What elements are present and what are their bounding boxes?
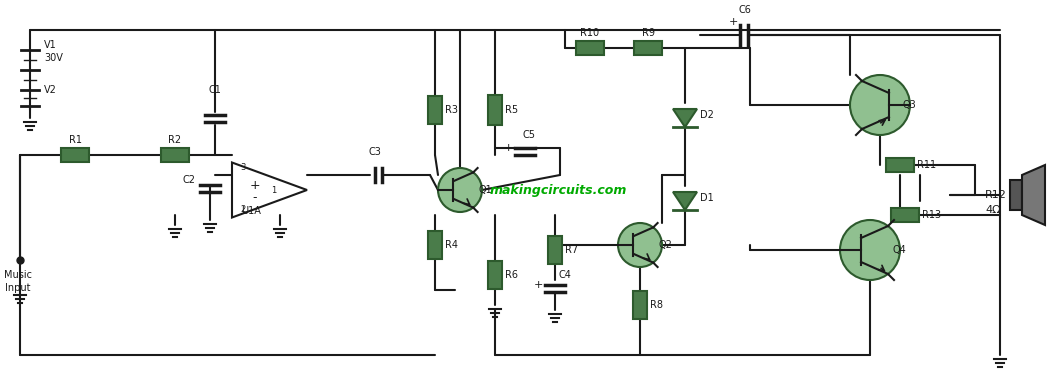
Bar: [548, 236, 562, 264]
Text: R4: R4: [445, 240, 458, 250]
Bar: [488, 95, 502, 125]
Bar: [886, 158, 914, 172]
Text: R9: R9: [641, 28, 655, 38]
Polygon shape: [673, 192, 697, 210]
Polygon shape: [673, 109, 697, 127]
Text: D1: D1: [700, 193, 714, 203]
Text: 3: 3: [241, 163, 246, 172]
Text: 2: 2: [241, 205, 246, 214]
Text: C4: C4: [558, 270, 571, 280]
Text: C2: C2: [182, 175, 195, 185]
Text: R12: R12: [985, 190, 1007, 200]
Ellipse shape: [438, 168, 482, 212]
Bar: [161, 148, 189, 162]
Text: R7: R7: [565, 245, 578, 255]
Bar: [633, 291, 647, 319]
Text: Q1: Q1: [478, 185, 492, 195]
Bar: [428, 96, 442, 124]
Text: R13: R13: [922, 210, 941, 220]
Text: D2: D2: [700, 110, 714, 120]
Text: R6: R6: [504, 270, 518, 280]
Text: +: +: [503, 143, 513, 153]
Text: Q2: Q2: [658, 240, 672, 250]
Bar: [488, 261, 502, 289]
Bar: [634, 41, 662, 55]
Text: R3: R3: [445, 105, 458, 115]
Ellipse shape: [840, 220, 900, 280]
Text: C6: C6: [739, 5, 751, 15]
Text: C1: C1: [208, 85, 222, 95]
Text: U1A: U1A: [241, 206, 261, 215]
Text: R5: R5: [504, 105, 518, 115]
Text: +: +: [249, 178, 260, 191]
Text: C3: C3: [369, 147, 382, 157]
Text: Input: Input: [5, 283, 30, 293]
Text: Music: Music: [4, 270, 32, 280]
Text: R2: R2: [168, 135, 182, 145]
Text: +: +: [534, 280, 543, 290]
Text: 30V: 30V: [44, 53, 63, 63]
Ellipse shape: [850, 75, 910, 135]
Text: 4Ω: 4Ω: [985, 205, 1001, 215]
Text: +: +: [728, 17, 738, 27]
Bar: [61, 148, 89, 162]
Text: C5: C5: [522, 130, 535, 140]
Ellipse shape: [618, 223, 662, 267]
Bar: [891, 208, 919, 222]
Text: makingcircuits.com: makingcircuits.com: [490, 183, 627, 196]
Polygon shape: [1022, 165, 1045, 225]
Text: Q4: Q4: [892, 245, 906, 255]
Polygon shape: [232, 162, 307, 217]
Text: 1: 1: [270, 186, 275, 194]
Bar: [576, 41, 604, 55]
Text: V1: V1: [44, 40, 57, 50]
Text: R10: R10: [580, 28, 599, 38]
Text: R8: R8: [650, 300, 663, 310]
Text: R1: R1: [68, 135, 82, 145]
Text: -: -: [252, 191, 256, 204]
Text: R11: R11: [918, 160, 936, 170]
Text: V2: V2: [44, 85, 57, 95]
Bar: [428, 231, 442, 259]
Text: Q3: Q3: [902, 100, 915, 110]
Bar: [1010, 180, 1022, 210]
